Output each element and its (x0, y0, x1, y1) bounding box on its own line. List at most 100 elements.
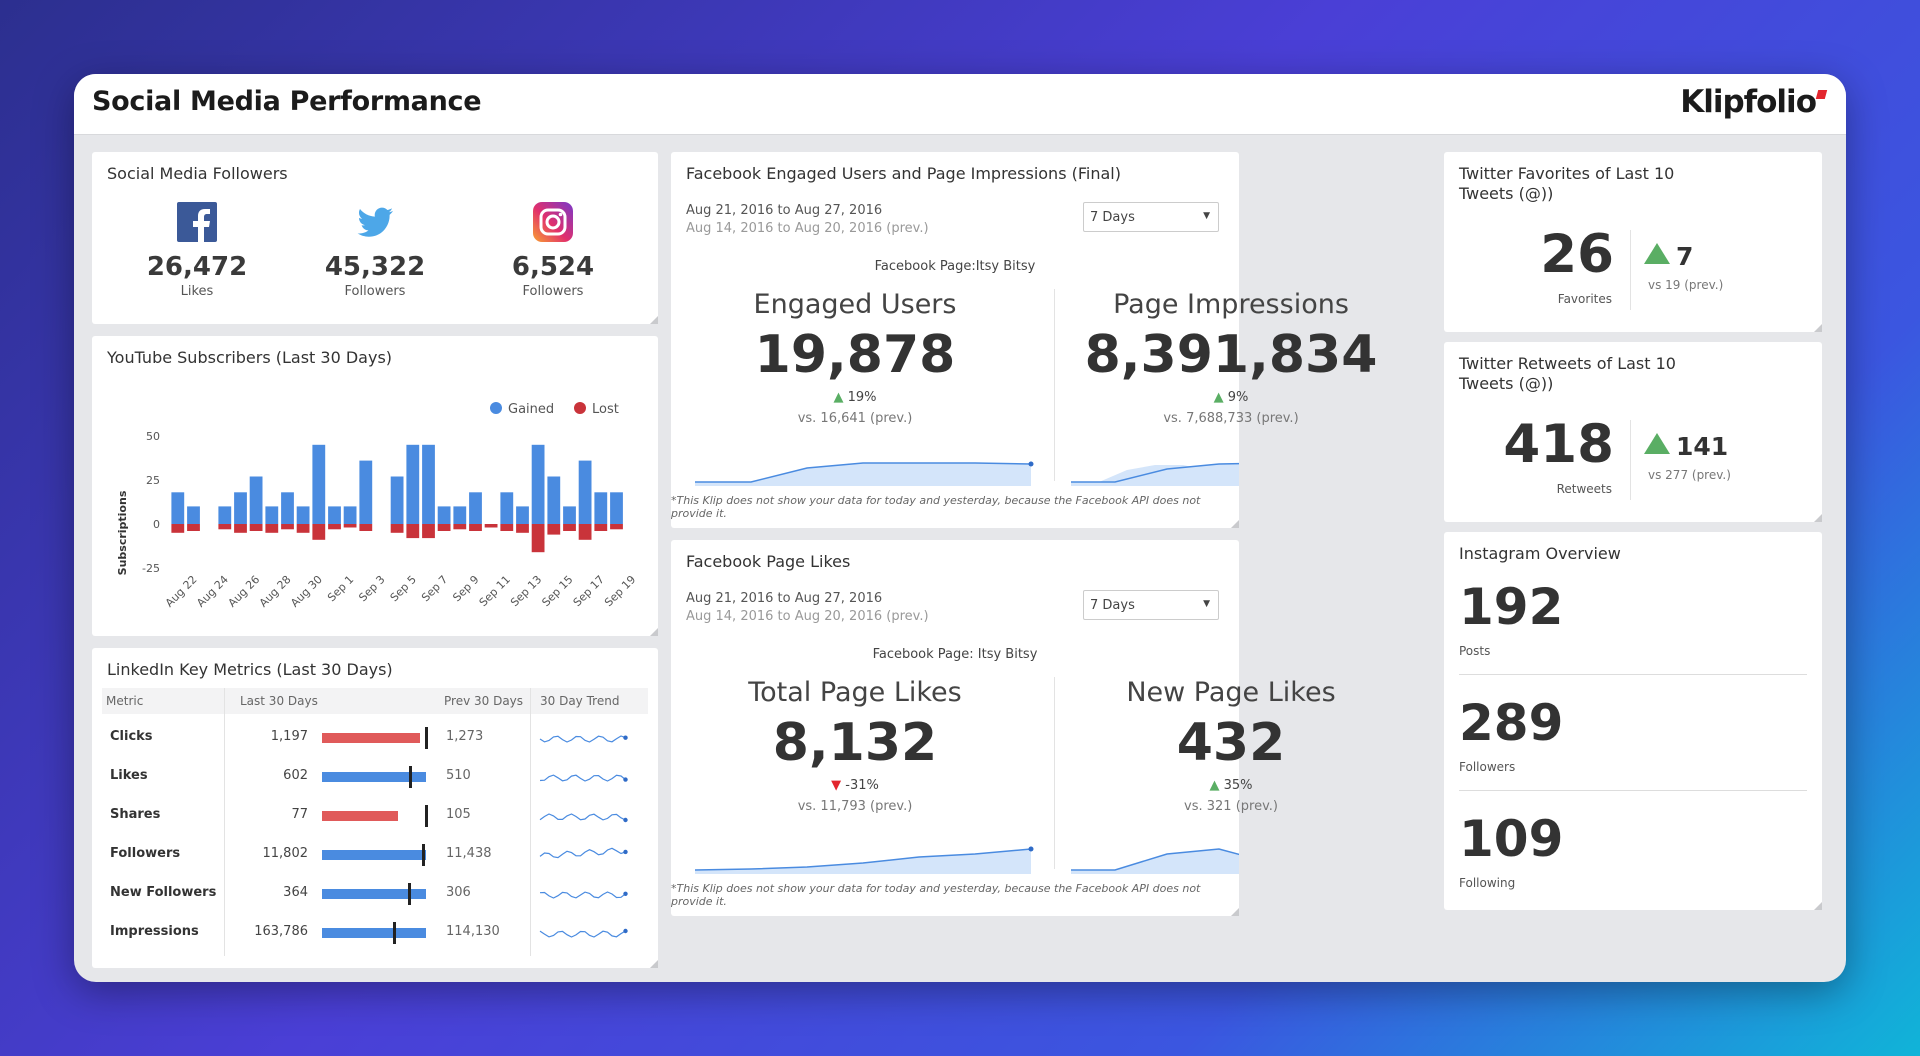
metric-name: Followers (110, 846, 181, 861)
favorites-value: 26 (1540, 224, 1614, 285)
kpi-engaged-users: Engaged Users 19,878 ▲ 19% vs. 16,641 (p… (753, 289, 957, 426)
lost-bar (234, 524, 247, 533)
youtube-panel: YouTube Subscribers (Last 30 Days) Gaine… (92, 336, 658, 636)
table-header: Metric Last 30 Days Prev 30 Days 30 Day … (102, 688, 648, 714)
posts-label: Posts (1459, 644, 1491, 658)
gained-bar (531, 444, 545, 524)
twitter-followers: 45,322 Followers (300, 202, 450, 299)
lost-bar (610, 524, 623, 530)
y-tick-label: 25 (146, 474, 160, 487)
table-row: Clicks 1,197 1,273 (102, 718, 648, 757)
resize-handle[interactable] (1231, 520, 1239, 528)
up-arrow-icon: ▲ (833, 390, 844, 405)
gained-bar (610, 492, 623, 524)
x-tick-label: Sep 15 (539, 573, 575, 609)
metric-name: Clicks (110, 729, 153, 744)
lost-bar (469, 524, 482, 531)
gained-bar (390, 476, 404, 524)
x-tick-label: Aug 24 (194, 573, 231, 610)
metric-name: Impressions (110, 924, 199, 939)
lost-bar (390, 524, 404, 533)
trend-sparkline (539, 813, 628, 823)
period-select[interactable]: 7 Days ▼ (1083, 202, 1219, 232)
gained-bar (312, 444, 326, 524)
retweets-change: 141 (1644, 432, 1728, 461)
metric-bar (322, 889, 426, 899)
followers-panel: Social Media Followers 26,472 Likes 45,3… (92, 152, 658, 324)
prev-target-marker (393, 922, 397, 944)
metric-value: 163,786 (254, 924, 308, 939)
metric-value: 11,802 (262, 846, 309, 861)
lost-bar (171, 524, 185, 533)
resize-handle[interactable] (650, 316, 658, 324)
metric-bar (322, 772, 426, 782)
resize-handle[interactable] (1231, 908, 1239, 916)
instagram-followers-value: 6,524 (511, 252, 595, 282)
gained-bar (296, 506, 310, 524)
gained-bar (500, 492, 514, 524)
kpi-page-impressions: Page Impressions 8,391,834 ▲ 9% vs. 7,68… (1084, 289, 1378, 426)
up-arrow-icon (1644, 433, 1670, 454)
gained-bar (343, 506, 357, 524)
up-arrow-icon (1644, 243, 1670, 264)
metric-bar (322, 850, 426, 860)
gained-bar (422, 444, 435, 524)
resize-handle[interactable] (1814, 324, 1822, 332)
lost-bar (343, 524, 357, 528)
dashboard-frame: Social Media Performance Klipfolio Socia… (74, 74, 1846, 982)
facebook-icon (177, 202, 217, 242)
retweets-prev: vs 277 (prev.) (1648, 468, 1731, 482)
metric-bar (322, 733, 420, 743)
resize-handle[interactable] (650, 628, 658, 636)
lost-bar (187, 524, 200, 531)
gained-bar (563, 506, 576, 524)
table-row: Shares 77 105 (102, 796, 648, 835)
x-tick-label: Sep 7 (419, 573, 450, 604)
period-select[interactable]: 7 Days ▼ (1083, 590, 1219, 620)
resize-handle[interactable] (650, 960, 658, 968)
metric-value: 1,197 (270, 729, 308, 744)
legend-gained: Gained (490, 402, 554, 417)
header-bar: Social Media Performance Klipfolio (74, 74, 1846, 135)
instagram-followers-label: Followers (522, 284, 584, 299)
twitter-icon (355, 202, 395, 242)
resize-handle[interactable] (1814, 514, 1822, 522)
gained-bar (187, 506, 200, 524)
kpi-new-page-likes: New Page Likes 432 ▲ 35% vs. 321 (prev.) (1126, 677, 1336, 814)
chevron-down-icon: ▼ (1203, 599, 1210, 609)
lost-bar (265, 524, 279, 533)
lost-bar (281, 524, 294, 530)
lost-bar (578, 524, 592, 540)
metric-prev: 1,273 (446, 729, 484, 744)
metric-prev: 11,438 (446, 846, 492, 861)
metric-name: Shares (110, 807, 161, 822)
x-tick-label: Aug 28 (257, 573, 294, 610)
col-trend: 30 Day Trend (540, 694, 620, 708)
metric-bar (322, 811, 398, 821)
date-range: Aug 21, 2016 to Aug 27, 2016 Aug 14, 201… (686, 203, 929, 236)
col-last-30: Last 30 Days (240, 694, 318, 708)
metric-name: Likes (110, 768, 148, 783)
gained-bar (265, 506, 279, 524)
metric-prev: 105 (446, 807, 471, 822)
twitter-followers-value: 45,322 (324, 252, 426, 282)
brand-logo: Klipfolio (1680, 84, 1828, 120)
panel-title: YouTube Subscribers (Last 30 Days) (107, 348, 393, 367)
trend-sparkline (539, 928, 628, 938)
twitter-followers-label: Followers (344, 284, 406, 299)
x-tick-label: Aug 30 (288, 573, 325, 610)
facebook-page-label: Facebook Page:Itsy Bitsy (874, 259, 1036, 274)
resize-handle[interactable] (1814, 902, 1822, 910)
prev-target-marker (408, 883, 412, 905)
trend-sparkline (539, 847, 628, 859)
gained-bar (234, 492, 247, 524)
followers-label: Followers (1459, 760, 1516, 774)
panel-title: Facebook Page Likes (686, 552, 851, 571)
metric-value: 77 (291, 807, 308, 822)
instagram-panel: Instagram Overview 192 Posts 289 Followe… (1444, 532, 1822, 910)
instagram-followers: 6,524 Followers (478, 202, 628, 299)
metric-prev: 114,130 (446, 924, 500, 939)
gained-bar (516, 506, 529, 524)
retweets-label: Retweets (1556, 482, 1612, 496)
